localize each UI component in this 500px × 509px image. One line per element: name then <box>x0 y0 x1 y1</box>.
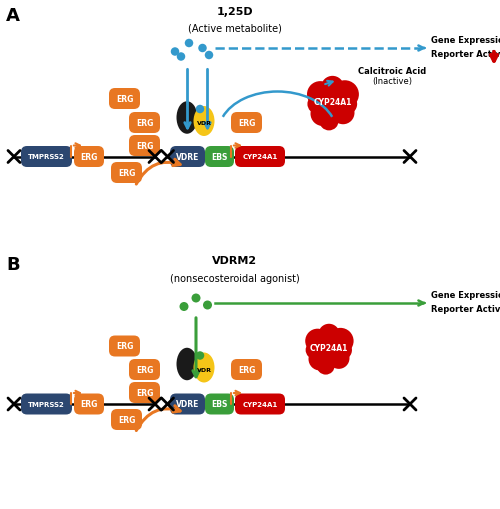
FancyArrowPatch shape <box>136 406 180 431</box>
Text: VDR: VDR <box>196 121 212 126</box>
Text: CYP24A1: CYP24A1 <box>242 401 278 407</box>
Text: EBS: EBS <box>212 153 228 162</box>
Text: (nonsecosteroidal agonist): (nonsecosteroidal agonist) <box>170 273 300 284</box>
Text: Gene Expression: Gene Expression <box>431 37 500 45</box>
Circle shape <box>311 332 347 369</box>
Text: 1,25D: 1,25D <box>216 8 254 17</box>
Text: ERG: ERG <box>80 400 98 409</box>
Text: VDR: VDR <box>196 367 212 372</box>
FancyBboxPatch shape <box>21 147 72 167</box>
Circle shape <box>308 95 327 115</box>
Text: TMPRSS2: TMPRSS2 <box>28 401 65 407</box>
FancyBboxPatch shape <box>111 163 142 184</box>
Circle shape <box>177 53 185 62</box>
FancyBboxPatch shape <box>74 147 104 167</box>
Text: CYP24A1: CYP24A1 <box>310 344 348 352</box>
Text: ERG: ERG <box>238 119 255 128</box>
Circle shape <box>310 102 335 127</box>
Text: ERG: ERG <box>80 153 98 162</box>
Text: VDRE: VDRE <box>176 400 199 409</box>
Circle shape <box>316 357 334 375</box>
Text: ERG: ERG <box>136 388 153 397</box>
Circle shape <box>198 45 207 53</box>
FancyArrowPatch shape <box>136 160 180 185</box>
Text: B: B <box>6 256 20 273</box>
FancyBboxPatch shape <box>109 89 140 110</box>
Circle shape <box>328 328 353 354</box>
Text: Reporter Activity: Reporter Activity <box>431 50 500 60</box>
Text: EBS: EBS <box>212 400 228 409</box>
Circle shape <box>196 105 204 114</box>
Ellipse shape <box>176 348 198 381</box>
Text: ERG: ERG <box>136 365 153 374</box>
Text: VDRE: VDRE <box>176 153 199 162</box>
Circle shape <box>307 82 334 108</box>
Text: ERG: ERG <box>118 168 135 178</box>
Text: ERG: ERG <box>136 142 153 151</box>
Text: ERG: ERG <box>238 365 255 374</box>
Ellipse shape <box>176 102 198 134</box>
Text: ERG: ERG <box>118 415 135 424</box>
Circle shape <box>171 48 179 56</box>
Text: (Inactive): (Inactive) <box>372 77 412 87</box>
Text: ERG: ERG <box>136 119 153 128</box>
FancyBboxPatch shape <box>111 409 142 430</box>
Circle shape <box>196 352 204 360</box>
Text: VDRM2: VDRM2 <box>212 256 258 266</box>
FancyBboxPatch shape <box>129 113 160 134</box>
Text: Reporter Activity: Reporter Activity <box>431 305 500 314</box>
Circle shape <box>308 348 332 371</box>
FancyBboxPatch shape <box>231 359 262 380</box>
Circle shape <box>313 86 352 124</box>
Text: TMPRSS2: TMPRSS2 <box>28 154 65 160</box>
FancyBboxPatch shape <box>129 359 160 380</box>
Circle shape <box>336 94 357 116</box>
Text: ERG: ERG <box>116 95 133 104</box>
FancyBboxPatch shape <box>235 394 285 415</box>
Text: CYP24A1: CYP24A1 <box>242 154 278 160</box>
Circle shape <box>332 341 352 360</box>
Text: Gene Expression: Gene Expression <box>431 291 500 300</box>
Circle shape <box>306 342 324 359</box>
Circle shape <box>180 302 188 312</box>
Circle shape <box>332 102 354 125</box>
FancyBboxPatch shape <box>170 394 205 415</box>
Circle shape <box>320 112 338 131</box>
FancyBboxPatch shape <box>129 382 160 403</box>
FancyBboxPatch shape <box>74 394 104 415</box>
Circle shape <box>203 301 212 310</box>
Circle shape <box>205 51 213 60</box>
Ellipse shape <box>194 353 214 383</box>
Circle shape <box>305 329 330 354</box>
FancyBboxPatch shape <box>231 113 262 134</box>
Circle shape <box>321 77 344 100</box>
FancyBboxPatch shape <box>235 147 285 167</box>
Circle shape <box>192 294 200 303</box>
Circle shape <box>328 348 349 369</box>
FancyBboxPatch shape <box>129 136 160 157</box>
Circle shape <box>185 40 193 48</box>
Text: A: A <box>6 8 20 25</box>
Text: Calcitroic Acid: Calcitroic Acid <box>358 66 426 75</box>
FancyBboxPatch shape <box>205 394 234 415</box>
Text: ERG: ERG <box>116 342 133 351</box>
FancyBboxPatch shape <box>21 394 72 415</box>
Text: (Active metabolite): (Active metabolite) <box>188 24 282 34</box>
Circle shape <box>318 324 340 346</box>
FancyBboxPatch shape <box>170 147 205 167</box>
FancyBboxPatch shape <box>205 147 234 167</box>
Circle shape <box>330 81 359 109</box>
Text: CYP24A1: CYP24A1 <box>314 98 352 107</box>
Ellipse shape <box>194 107 214 137</box>
FancyBboxPatch shape <box>109 336 140 357</box>
